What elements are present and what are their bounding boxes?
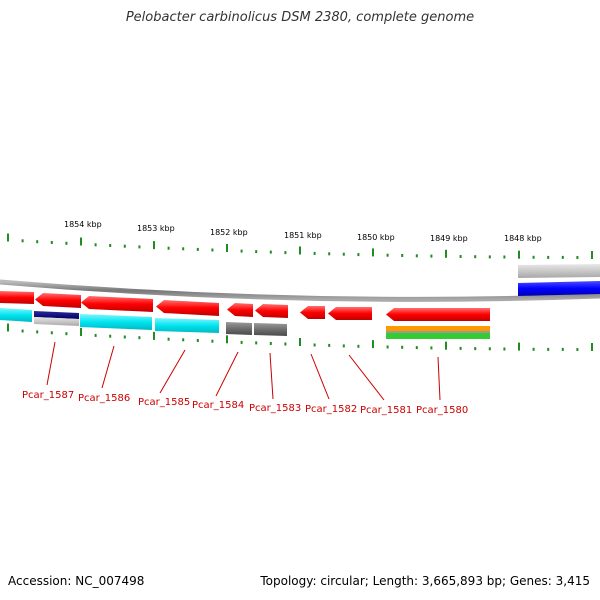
cog-box-silver-right — [518, 264, 600, 278]
gene-arrow-pcar-1580[interactable] — [386, 308, 490, 321]
cog-box-gray — [254, 323, 287, 336]
gene-arrow-pcar-1581[interactable] — [328, 307, 372, 320]
gene-arrow-pcar-1586[interactable] — [81, 296, 153, 312]
cog-box-orange — [386, 326, 490, 331]
genome-title: Pelobacter carbinolicus DSM 2380, comple… — [125, 10, 475, 25]
gene-label-pcar-1583[interactable]: Pcar_1583 — [249, 403, 301, 414]
cog-boxes — [0, 308, 490, 339]
cog-box-gray-thin — [386, 331, 490, 333]
label-line-pcar-1582 — [310, 353, 330, 400]
gene-arrow-partial[interactable] — [0, 291, 34, 304]
accession-text: Accession: NC_007498 — [8, 574, 145, 588]
gene-arrow-pcar-1587[interactable] — [35, 293, 81, 308]
scale-ticks-lower — [7, 323, 593, 351]
scale-label-1852: 1852 kbp — [210, 228, 248, 237]
cog-box-cyan — [80, 314, 152, 330]
cog-box-navy — [34, 311, 79, 319]
gene-arrows — [0, 291, 490, 321]
scale-label-1850: 1850 kbp — [357, 233, 395, 242]
gene-arrow-pcar-1584[interactable] — [227, 303, 253, 317]
cog-box-gray — [226, 322, 252, 335]
scale-ticks-upper — [7, 233, 593, 259]
label-line-pcar-1580 — [437, 356, 441, 401]
topology-text: Topology: circular; Length: 3,665,893 bp… — [260, 574, 590, 588]
label-line-pcar-1587 — [46, 341, 56, 386]
gene-label-pcar-1584[interactable]: Pcar_1584 — [192, 400, 244, 411]
scale-label-1851: 1851 kbp — [284, 231, 322, 240]
label-line-pcar-1585 — [159, 349, 186, 394]
gene-label-pcar-1587[interactable]: Pcar_1587 — [22, 390, 74, 401]
cog-box-blue-right — [518, 281, 600, 296]
scale-label-1854: 1854 kbp — [64, 220, 102, 229]
scale-label-1853: 1853 kbp — [137, 224, 175, 233]
scale-label-1848: 1848 kbp — [504, 234, 542, 243]
gene-labels: Pcar_1587 Pcar_1586 Pcar_1585 Pcar_1584 … — [22, 390, 468, 416]
gene-arrow-pcar-1582[interactable] — [300, 306, 325, 319]
gene-label-lines — [46, 341, 441, 401]
genome-backbone — [0, 279, 600, 302]
gene-arrow-pcar-1583[interactable] — [255, 304, 288, 318]
gene-label-pcar-1586[interactable]: Pcar_1586 — [78, 393, 130, 404]
cog-box-green — [386, 333, 490, 339]
gene-label-pcar-1580[interactable]: Pcar_1580 — [416, 405, 468, 416]
scale-labels: 1854 kbp 1853 kbp 1852 kbp 1851 kbp 1850… — [64, 220, 542, 243]
cog-box-cyan — [0, 308, 32, 322]
label-line-pcar-1584 — [215, 351, 239, 397]
gene-arrow-pcar-1585[interactable] — [156, 300, 219, 316]
gene-label-pcar-1585[interactable]: Pcar_1585 — [138, 397, 190, 408]
cog-box-cyan — [155, 318, 219, 333]
label-line-pcar-1581 — [348, 354, 385, 401]
gene-label-pcar-1581[interactable]: Pcar_1581 — [360, 405, 412, 416]
gene-label-pcar-1582[interactable]: Pcar_1582 — [305, 404, 357, 415]
label-line-pcar-1586 — [101, 345, 115, 389]
cog-box-silver — [34, 317, 79, 326]
label-line-pcar-1583 — [269, 352, 274, 400]
scale-label-1849: 1849 kbp — [430, 234, 468, 243]
